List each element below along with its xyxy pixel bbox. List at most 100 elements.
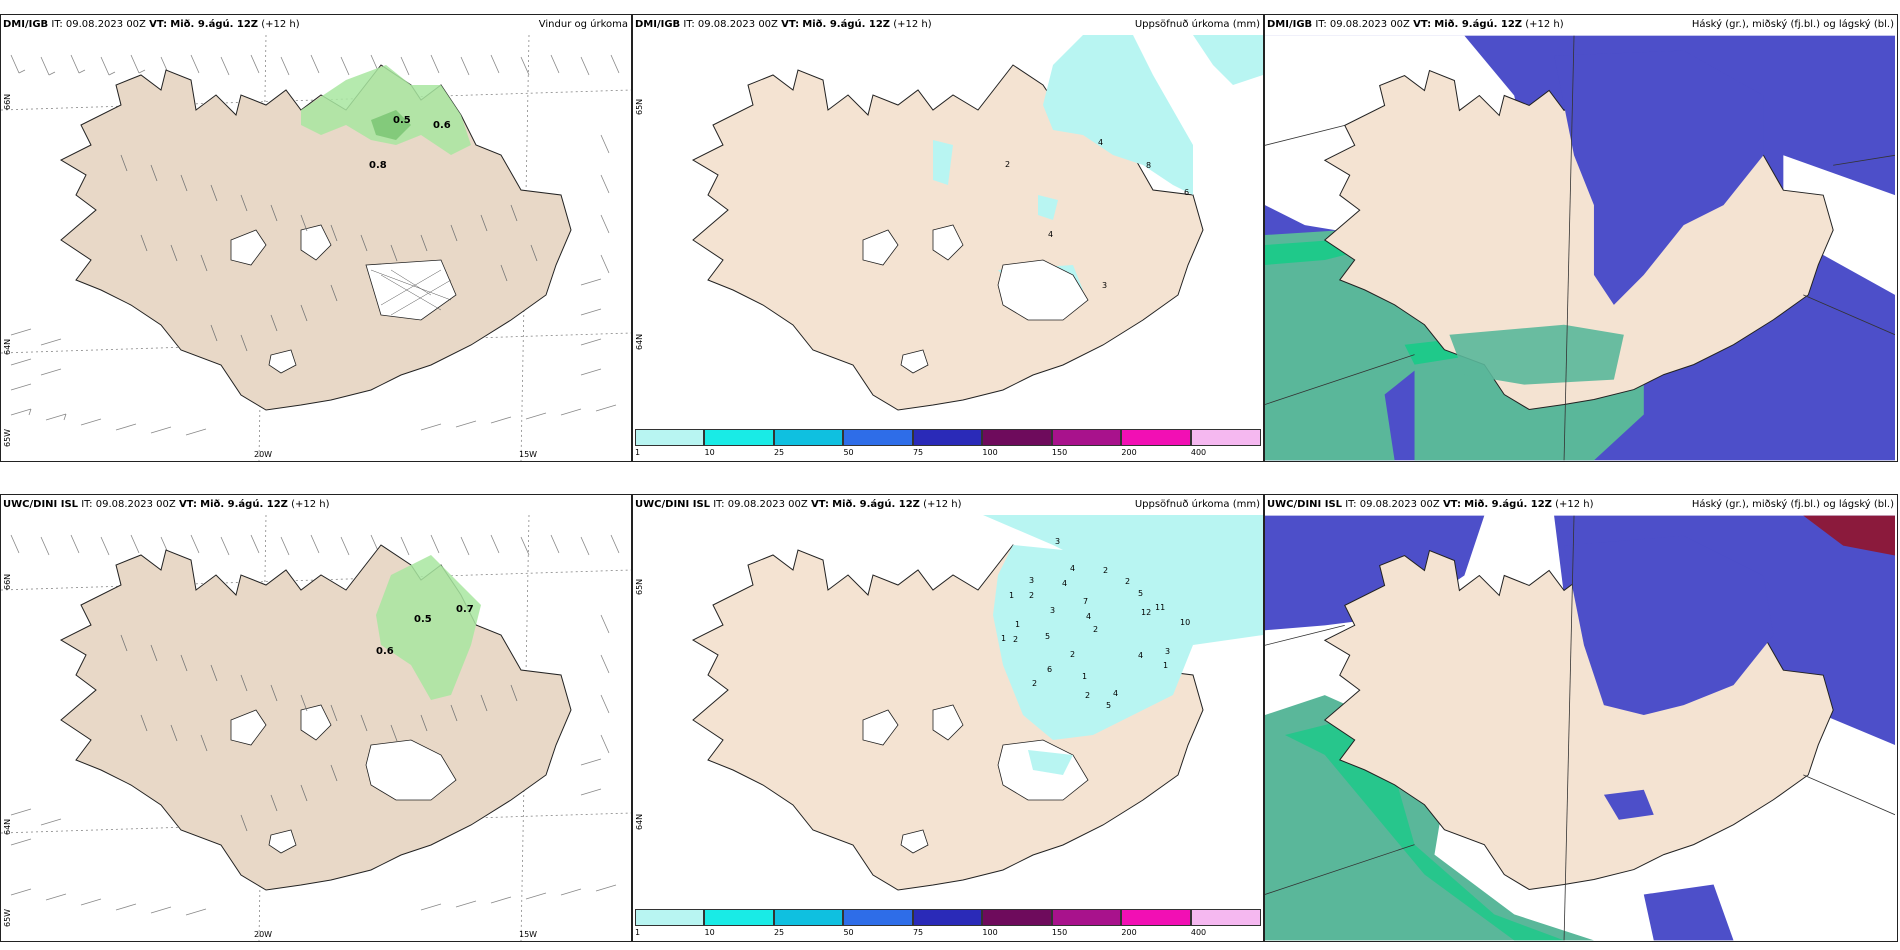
precip-value: 3	[1165, 647, 1170, 656]
lat-label: 65W	[3, 428, 12, 447]
precip-value: 4	[1098, 138, 1103, 147]
precip-value: 0.6	[433, 120, 451, 131]
lon-label: 20W	[254, 450, 273, 459]
wind-map: 0.5 0.6 0.8	[1, 35, 631, 461]
colorbar-tick: 25	[773, 448, 785, 457]
precip-value: 2	[1103, 566, 1108, 575]
precip-value: 7	[1083, 597, 1088, 606]
lat-label: 66N	[3, 93, 12, 110]
valid-time-label: VT:	[1413, 19, 1432, 30]
precip-value: 2	[1125, 577, 1130, 586]
valid-time-label: VT:	[810, 499, 829, 510]
panel-uwc-precip: UWC/DINI ISL IT: 09.08.2023 00Z VT: Mið.…	[632, 494, 1264, 942]
panel-header: UWC/DINI ISL IT: 09.08.2023 00Z VT: Mið.…	[633, 495, 1263, 515]
high-cloud-over-land	[1554, 50, 1764, 305]
precip-colorbar: 1 10 25 50 75 100 150 200 400	[635, 909, 1261, 939]
colorbar-swatch	[982, 909, 1052, 926]
precip-area-north	[1043, 35, 1193, 195]
lat-label: 64N	[635, 333, 644, 350]
valid-time: Mið. 9.ágú. 12Z	[1434, 19, 1523, 30]
colorbar-tick: 400	[1190, 928, 1207, 937]
panel-dmi-cloud: DMI/IGB IT: 09.08.2023 00Z VT: Mið. 9.ág…	[1264, 14, 1898, 462]
lead-time: (+12 h)	[261, 19, 300, 30]
model-source: UWC/DINI ISL	[635, 499, 711, 510]
colorbar-tick: 10	[704, 448, 715, 457]
init-time: IT: 09.08.2023 00Z	[683, 19, 778, 30]
map-grid-lines	[1265, 35, 1895, 461]
lon-label: 20W	[254, 930, 273, 939]
wind-barbs-land	[120, 154, 538, 352]
precip-value: 2	[1029, 591, 1034, 600]
colorbar-tick: 150	[1051, 928, 1068, 937]
precip-value: 1	[1001, 634, 1006, 643]
valid-time-label: VT:	[178, 499, 197, 510]
colorbar-swatch	[773, 429, 844, 446]
precip-value: 2	[1085, 691, 1090, 700]
colorbar-tick: 100	[982, 448, 998, 457]
lat-label: 64N	[3, 338, 12, 355]
lat-label: 65N	[635, 98, 644, 115]
colorbar-tick: 10	[704, 928, 715, 937]
high-cloud-over-land	[1564, 535, 1774, 716]
panel-header: UWC/DINI ISL IT: 09.08.2023 00Z VT: Mið.…	[1265, 495, 1897, 515]
colorbar-tick: 75	[912, 928, 924, 937]
colorbar-tick: 150	[1051, 448, 1068, 457]
panel-title: Háský (gr.), miðský (fj.bl.) og lágský (…	[1691, 19, 1894, 30]
colorbar-tick: 200	[1121, 448, 1137, 457]
precip-value: 5	[1106, 701, 1111, 710]
model-source: UWC/DINI ISL	[1267, 499, 1343, 510]
panel-header: DMI/IGB IT: 09.08.2023 00Z VT: Mið. 9.ág…	[1265, 15, 1897, 35]
panel-header: DMI/IGB IT: 09.08.2023 00Z VT: Mið. 9.ág…	[1, 15, 631, 35]
colorbar-tick: 50	[843, 928, 854, 937]
precip-value: 2	[1093, 625, 1098, 634]
precip-value: 4	[1062, 579, 1067, 588]
colorbar-swatch	[912, 909, 983, 926]
colorbar-tick: 400	[1190, 448, 1207, 457]
colorbar-swatch	[1190, 909, 1261, 926]
colorbar-tick: 75	[912, 448, 924, 457]
dark-area	[1803, 515, 1895, 556]
colorbar-tick: 100	[982, 928, 998, 937]
lat-label: 64N	[635, 813, 644, 830]
precip-value: 4	[1048, 230, 1053, 239]
colorbar-tick: 200	[1121, 928, 1137, 937]
precip-area-north	[376, 555, 481, 700]
precip-value: 0.6	[376, 646, 394, 657]
cloud-map	[1265, 35, 1895, 461]
init-time: IT: 09.08.2023 00Z	[713, 499, 808, 510]
panel-title: Uppsöfnuð úrkoma (mm)	[1134, 499, 1260, 510]
precip-area-ne	[1193, 35, 1263, 85]
valid-time: Mið. 9.ágú. 12Z	[832, 499, 920, 510]
colorbar-swatch	[1121, 429, 1191, 446]
lead-time: (+12 h)	[1555, 499, 1594, 510]
precip-value: 4	[1138, 651, 1143, 660]
init-time: IT: 09.08.2023 00Z	[81, 499, 176, 510]
precip-value: 3	[1050, 606, 1055, 615]
high-cloud-nw	[1265, 515, 1485, 631]
colorbar-tick: 1	[635, 928, 641, 937]
lat-label: 65N	[635, 578, 644, 595]
model-source: DMI/IGB	[1267, 19, 1313, 30]
panel-header: UWC/DINI ISL IT: 09.08.2023 00Z VT: Mið.…	[1, 495, 631, 515]
lead-time: (+12 h)	[893, 19, 932, 30]
colorbar-swatch	[704, 429, 774, 446]
precip-map: 2 4 8 6 4 3	[692, 35, 1263, 411]
panel-title: Uppsöfnuð úrkoma (mm)	[1134, 19, 1260, 30]
precip-value: 0.5	[414, 614, 432, 625]
precip-value: 6	[1047, 665, 1052, 674]
panel-dmi-wind: DMI/IGB IT: 09.08.2023 00Z VT: Mið. 9.ág…	[0, 14, 632, 462]
colorbar-swatch	[1051, 909, 1122, 926]
valid-time-label: VT:	[1442, 499, 1461, 510]
precip-value: 6	[1184, 188, 1189, 197]
map-grid-lines	[1265, 515, 1895, 941]
precip-area-north	[993, 545, 1193, 740]
model-source: DMI/IGB	[635, 19, 681, 30]
init-time: IT: 09.08.2023 00Z	[51, 19, 146, 30]
precip-value: 1	[1082, 672, 1087, 681]
lon-label: 15W	[519, 450, 538, 459]
precip-value: 2	[1005, 160, 1010, 169]
init-time: IT: 09.08.2023 00Z	[1315, 19, 1410, 30]
colorbar-tick: 50	[843, 448, 854, 457]
panel-uwc-cloud: UWC/DINI ISL IT: 09.08.2023 00Z VT: Mið.…	[1264, 494, 1898, 942]
panel-title: Vindur og úrkoma	[538, 19, 628, 30]
